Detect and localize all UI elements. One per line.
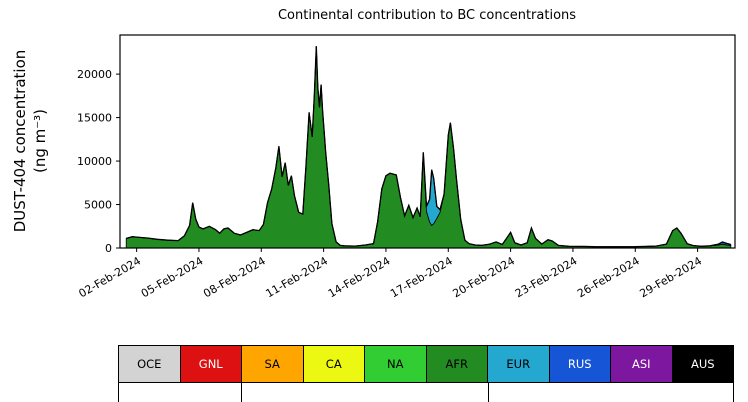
legend-item-NA: NA bbox=[364, 345, 427, 383]
legend-item-CA: CA bbox=[302, 345, 365, 383]
area-series-EUR bbox=[126, 46, 731, 248]
legend-item-GNL: GNL bbox=[179, 345, 242, 383]
legend-subticks bbox=[118, 382, 734, 402]
legend-subtick bbox=[241, 382, 243, 402]
legend-item-SA: SA bbox=[241, 345, 304, 383]
y-tick-label: 15000 bbox=[77, 112, 112, 125]
y-tick-label: 0 bbox=[105, 242, 112, 255]
legend: OCE GNL SA CA NA AFR EUR RUS ASI AUS bbox=[118, 345, 734, 383]
x-tick-label: 14-Feb-2024 bbox=[326, 254, 393, 300]
plot-frame bbox=[119, 34, 736, 249]
legend-item-EUR: EUR bbox=[487, 345, 550, 383]
y-tick-label: 10000 bbox=[77, 155, 112, 168]
legend-subtick bbox=[487, 382, 489, 402]
x-tick-label: 17-Feb-2024 bbox=[388, 254, 455, 300]
y-tick-label: 20000 bbox=[77, 68, 112, 81]
legend-item-AFR: AFR bbox=[425, 345, 488, 383]
x-tick-label: 20-Feb-2024 bbox=[451, 254, 518, 300]
x-tick-label: 23-Feb-2024 bbox=[513, 254, 580, 300]
x-tick-label: 02-Feb-2024 bbox=[77, 254, 144, 300]
x-tick-label: 26-Feb-2024 bbox=[575, 254, 642, 300]
x-tick-label: 05-Feb-2024 bbox=[139, 254, 206, 300]
x-tick-label: 08-Feb-2024 bbox=[201, 254, 268, 300]
legend-item-AUS: AUS bbox=[671, 345, 734, 383]
legend-item-ASI: ASI bbox=[610, 345, 673, 383]
legend-subtick bbox=[118, 382, 119, 402]
y-tick-label: 5000 bbox=[84, 199, 112, 212]
stacked-area-chart: 0 5000 10000 15000 20000 02-Feb-202405-Feb-20… bbox=[77, 34, 736, 300]
x-tick-label: 29-Feb-2024 bbox=[637, 254, 704, 300]
legend-item-OCE: OCE bbox=[118, 345, 181, 383]
x-tick-label: 11-Feb-2024 bbox=[264, 254, 331, 300]
chart-title: Continental contribution to BC concentra… bbox=[277, 8, 577, 23]
total-outline bbox=[126, 46, 731, 248]
legend-subtick bbox=[733, 382, 734, 402]
legend-item-RUS: RUS bbox=[548, 345, 611, 383]
